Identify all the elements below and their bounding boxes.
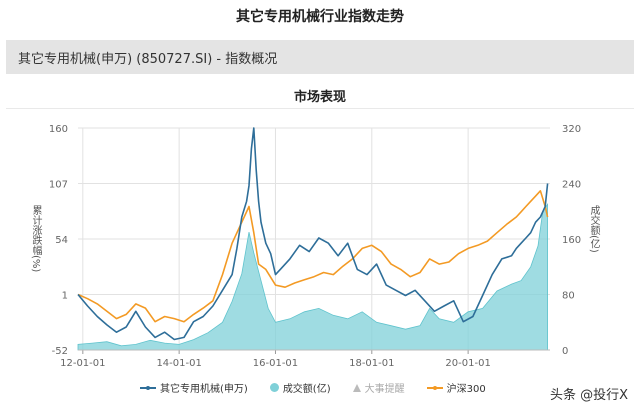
legend-label: 沪深300 bbox=[446, 384, 486, 395]
hs300-line-swatch bbox=[426, 385, 443, 390]
x-tick-label: 18-01-01 bbox=[349, 358, 394, 369]
y-left-tick-label: 160 bbox=[49, 124, 68, 135]
y-right-tick-label: 240 bbox=[562, 180, 581, 191]
y-right-tick-label: 160 bbox=[562, 235, 581, 246]
legend-item-index[interactable]: 其它专用机械(申万) bbox=[140, 380, 248, 395]
event-marker-icon bbox=[352, 383, 361, 392]
y-axis-right-title: 成交额(亿) bbox=[588, 205, 599, 253]
y-right-tick-label: 80 bbox=[562, 291, 575, 302]
watermark: 头条 @投行X bbox=[549, 388, 628, 403]
legend-item-hs300[interactable]: 沪深300 bbox=[426, 380, 486, 395]
x-tick-label: 16-01-01 bbox=[253, 358, 298, 369]
index-line-swatch bbox=[140, 385, 156, 390]
heading-divider bbox=[6, 108, 634, 109]
axis-layer: 160 107 54 1 -52 320 240 160 80 0 12-01-01 14-01-01… bbox=[49, 124, 581, 369]
chart-legend: 其它专用机械(申万) 成交额(亿) 大事提醒 沪深300 bbox=[140, 380, 486, 395]
y-left-tick-label: 54 bbox=[55, 235, 68, 246]
y-left-tick-label: 1 bbox=[62, 291, 68, 302]
volume-area-layer bbox=[77, 203, 549, 351]
legend-item-volume[interactable]: 成交额(亿) bbox=[269, 380, 331, 395]
y-right-tick-label: 320 bbox=[562, 124, 581, 135]
legend-label: 其它专用机械(申万) bbox=[160, 384, 248, 395]
volume-area-swatch bbox=[269, 383, 279, 392]
page-title: 其它专用机械行业指数走势 bbox=[236, 9, 404, 25]
index-summary-bar: 其它专用机械(申万) (850727.SI) - 指数概况 bbox=[6, 40, 634, 74]
legend-item-events[interactable]: 大事提醒 bbox=[352, 380, 405, 395]
y-axis-left-title: 累计涨跌幅(%) bbox=[30, 205, 41, 273]
hs300-line-series bbox=[77, 190, 549, 323]
index-line-series bbox=[77, 127, 549, 341]
chart-heading: 市场表现 bbox=[293, 90, 346, 105]
price-lines-layer bbox=[77, 127, 549, 341]
legend-label: 大事提醒 bbox=[364, 384, 405, 395]
y-left-tick-label: 107 bbox=[49, 180, 68, 191]
x-tick-label: 14-01-01 bbox=[156, 358, 201, 369]
legend-label: 成交额(亿) bbox=[282, 384, 331, 395]
x-tick-label: 12-01-01 bbox=[60, 358, 105, 369]
index-name: 其它专用机械(申万) (850727.SI) - 指数概况 bbox=[18, 51, 278, 67]
x-tick-label: 20-01-01 bbox=[445, 358, 490, 369]
y-right-tick-label: 0 bbox=[562, 346, 568, 357]
volume-area-series bbox=[77, 203, 549, 351]
y-left-tick-label: -52 bbox=[52, 346, 68, 357]
